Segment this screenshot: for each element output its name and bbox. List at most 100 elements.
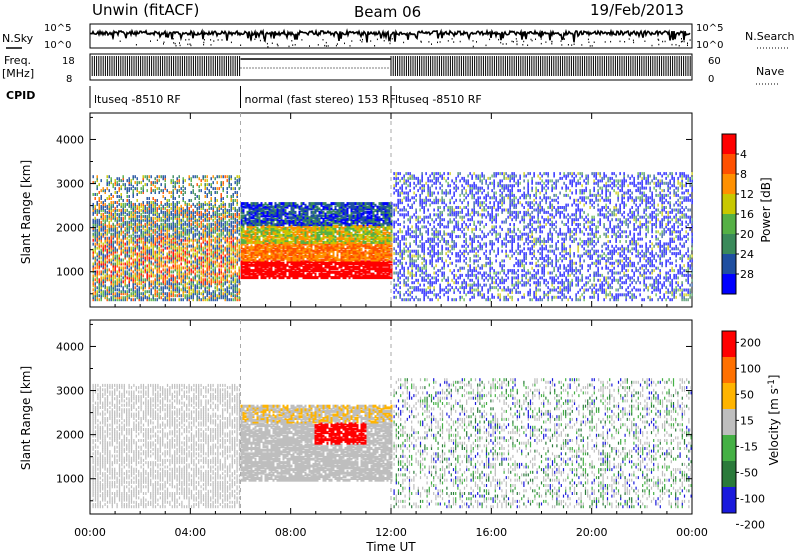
power-pixel — [100, 179, 102, 183]
power-pixel — [228, 290, 230, 294]
power-pixel — [108, 202, 110, 206]
power-pixel — [210, 230, 212, 234]
power-pixel — [230, 262, 232, 266]
power-pixel — [168, 208, 170, 212]
power-pixel — [138, 264, 140, 268]
power-pixel — [160, 222, 162, 226]
power-pixel — [208, 238, 210, 242]
power-pixel — [110, 208, 112, 212]
power-pixel — [174, 244, 176, 248]
power-pixel — [120, 262, 122, 266]
power-pixel — [124, 242, 126, 246]
power-pixel — [186, 244, 188, 248]
power-pixel — [92, 212, 94, 216]
power-pixel — [136, 274, 138, 278]
power-pixel — [204, 282, 206, 286]
power-pixel — [162, 224, 164, 228]
power-pixel — [106, 242, 108, 246]
power-pixel — [122, 262, 124, 266]
power-pixel — [182, 272, 184, 276]
power-pixel — [188, 286, 190, 290]
power-pixel — [200, 210, 202, 214]
power-pixel — [186, 250, 188, 254]
power-pixel — [112, 258, 114, 262]
power-pixel — [204, 298, 206, 302]
power-pixel — [218, 264, 220, 268]
power-pixel — [184, 296, 186, 300]
power-pixel — [174, 181, 176, 185]
power-pixel — [112, 268, 114, 272]
power-pixel — [164, 256, 166, 260]
power-pixel — [324, 272, 327, 276]
power-pixel — [114, 246, 116, 250]
power-pixel — [188, 222, 190, 226]
power-pixel — [226, 240, 228, 244]
power-pixel — [132, 228, 134, 232]
power-pixel — [100, 236, 102, 240]
power-pixel — [202, 206, 204, 210]
power-pixel — [196, 210, 198, 214]
power-pixel — [218, 242, 220, 246]
power-pixel — [174, 268, 176, 272]
power-pixel — [184, 238, 186, 242]
power-pixel — [210, 222, 212, 226]
power-pixel — [306, 263, 309, 267]
noise-search-dot — [589, 45, 591, 47]
power-pixel — [140, 232, 142, 236]
power-pixel — [330, 276, 333, 280]
power-pixel — [308, 239, 311, 243]
power-pixel — [162, 248, 164, 252]
power-pixel — [232, 264, 234, 268]
power-pixel — [160, 230, 162, 234]
power-pixel — [206, 212, 208, 216]
power-pixel — [150, 201, 152, 204]
power-pixel — [144, 204, 146, 208]
power-pixel — [98, 236, 100, 240]
power-pixel — [148, 220, 150, 224]
power-pixel — [138, 254, 140, 258]
noise-search-dot — [531, 39, 533, 42]
power-pixel — [98, 218, 100, 222]
noise-panel: N.Sky 10^5 10^0 10^5 10^0 N.Search — [2, 23, 795, 51]
power-pixel — [184, 228, 186, 232]
power-pixel — [106, 218, 108, 222]
power-pixel — [180, 288, 182, 292]
power-pixel — [98, 202, 100, 206]
power-pixel — [174, 216, 176, 220]
power-pixel — [152, 254, 154, 258]
power-pixel — [244, 214, 247, 218]
power-pixel — [142, 187, 144, 191]
power-pixel — [104, 294, 106, 298]
power-pixel — [148, 246, 150, 250]
power-pixel — [286, 276, 289, 280]
power-pixel — [182, 250, 184, 254]
power-pixel — [152, 204, 154, 208]
power-pixel — [188, 230, 190, 234]
power-pixel — [160, 274, 162, 278]
power-pixel — [94, 230, 96, 234]
power-pixel — [160, 216, 162, 220]
power-pixel — [210, 234, 212, 238]
power-pixel — [158, 214, 160, 218]
power-pixel — [178, 220, 180, 224]
power-pixel — [158, 226, 160, 230]
power-pixel — [204, 216, 206, 220]
power-pixel — [92, 226, 94, 230]
power-pixel — [232, 284, 234, 288]
power-pixel — [128, 254, 130, 258]
noise-rtick-top: 10^5 — [696, 23, 723, 34]
power-pixel — [230, 266, 232, 270]
power-pixel — [288, 202, 291, 206]
power-pixel — [176, 206, 178, 210]
power-pixel — [142, 185, 144, 189]
noise-search-dot — [428, 41, 430, 43]
power-pixel — [108, 254, 110, 258]
power-pixel — [188, 260, 190, 264]
power-pixel — [158, 266, 160, 270]
power-pixel — [94, 294, 96, 298]
power-pixel — [202, 274, 204, 278]
power-pixel — [160, 224, 162, 228]
power-pixel — [166, 204, 168, 208]
power-pixel — [178, 294, 180, 298]
power-pixel — [204, 286, 206, 290]
